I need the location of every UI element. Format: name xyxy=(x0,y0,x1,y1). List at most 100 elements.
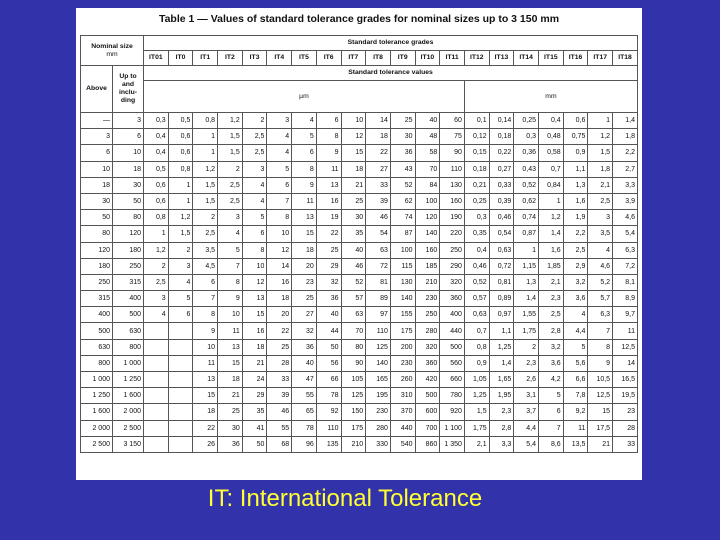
value-cell: 1 xyxy=(538,192,564,211)
data-row: 50 80 0,8 1,2 2 3 5 8 13 19 30 46 74 120 190 0,3 0,46 0,7… xyxy=(80,209,638,227)
value-cell: 46 xyxy=(340,257,367,275)
value-cell: 63 xyxy=(365,241,391,259)
value-cell: 1,2 xyxy=(167,209,194,227)
value-cell: 6 xyxy=(538,403,564,421)
data-row: 10 18 0,5 0,8 1,2 2 3 5 8 11 18 27 43 70 110 0,18 0,27 0,… xyxy=(80,160,638,178)
value-cell: 9 xyxy=(217,290,243,308)
value-cell: 25 xyxy=(315,241,342,259)
value-cell: 0,18 xyxy=(463,160,490,178)
value-cell: 1 xyxy=(167,192,194,211)
value-cell: 0,39 xyxy=(488,192,515,211)
up-to-cell: 120 xyxy=(112,225,144,243)
value-cell: 5 xyxy=(538,387,564,405)
value-cell: 92 xyxy=(315,403,342,421)
value-cell: 29 xyxy=(315,257,342,275)
value-cell: 2,3 xyxy=(488,403,515,421)
value-cell: 4,2 xyxy=(538,370,564,389)
value-cell xyxy=(167,387,194,405)
value-cell: 1,4 xyxy=(513,290,539,308)
value-cell: 13 xyxy=(241,290,268,308)
value-cell: 1,05 xyxy=(463,370,490,389)
value-cell: 40 xyxy=(414,111,441,130)
above-cell: 315 xyxy=(80,290,113,308)
value-cell: 0,15 xyxy=(463,144,490,162)
value-cell: 140 xyxy=(365,354,391,373)
value-cell: 3,2 xyxy=(562,273,589,292)
value-cell: 1 xyxy=(167,176,194,194)
value-cell: 5 xyxy=(241,209,268,227)
value-cell: 3,3 xyxy=(488,435,515,453)
value-cell: 11 xyxy=(192,354,219,373)
grade-header: IT10 xyxy=(414,50,441,66)
value-cell: 78 xyxy=(315,387,342,405)
value-cell: 55 xyxy=(291,387,317,405)
above-cell: 6 xyxy=(80,144,113,162)
value-cell: 10 xyxy=(217,306,243,324)
value-cell: 30 xyxy=(389,128,416,146)
value-cell: 230 xyxy=(389,354,416,373)
up-to-cell: 1 000 xyxy=(112,354,144,373)
value-cell: 32 xyxy=(315,273,342,292)
value-cell: 0,4 xyxy=(538,111,564,130)
value-cell: 50 xyxy=(241,435,268,453)
value-cell: 1 100 xyxy=(439,419,465,437)
value-cell xyxy=(167,338,194,356)
value-cell: 1 xyxy=(587,111,614,130)
value-cell: 660 xyxy=(439,370,465,389)
value-cell: 90 xyxy=(340,354,367,373)
value-cell: 2 xyxy=(143,257,169,275)
grade-header: IT11 xyxy=(439,50,465,66)
value-cell: 320 xyxy=(414,338,441,356)
up-to-cell: 18 xyxy=(112,160,144,178)
value-cell: 0,33 xyxy=(488,176,515,194)
grade-header: IT0 xyxy=(167,50,194,66)
value-cell: 3,6 xyxy=(562,290,589,308)
value-cell: 0,3 xyxy=(143,111,169,130)
value-cell: 1,2 xyxy=(538,209,564,227)
table-image: Table 1 — Values of standard tolerance g… xyxy=(76,8,642,480)
value-cell: 210 xyxy=(414,273,441,292)
value-cell: 3,5 xyxy=(192,241,219,259)
value-cell: 20 xyxy=(266,306,293,324)
value-cell: 230 xyxy=(365,403,391,421)
value-cell: 100 xyxy=(389,241,416,259)
above-cell: 2 500 xyxy=(80,435,113,453)
value-cell: 17,5 xyxy=(587,419,614,437)
value-cell xyxy=(167,403,194,421)
grade-header: IT13 xyxy=(488,50,515,66)
value-cell: 33 xyxy=(266,370,293,389)
up-to-cell: 30 xyxy=(112,176,144,194)
value-cell: 5 xyxy=(562,338,589,356)
value-cell: 5,4 xyxy=(513,435,539,453)
value-cell: 2 xyxy=(192,209,219,227)
value-cell: 3 xyxy=(143,290,169,308)
data-row: —3 0,3 0,5 0,8 1,2 2 3 4 6 10 14 25 40 60 0,1 0,14 0,25 0… xyxy=(80,111,638,130)
value-cell: 3 xyxy=(587,209,614,227)
value-cell: 55 xyxy=(266,419,293,437)
above-cell: 1 250 xyxy=(80,387,113,405)
table-title: Table 1 — Values of standard tolerance g… xyxy=(158,13,560,25)
grade-header: IT16 xyxy=(562,50,589,66)
value-cell: 25 xyxy=(389,111,416,130)
value-cell: 0,8 xyxy=(143,209,169,227)
value-cell: 2,5 xyxy=(217,192,243,211)
value-cell: 0,6 xyxy=(143,192,169,211)
value-cell: 2,1 xyxy=(538,273,564,292)
value-cell: 360 xyxy=(414,354,441,373)
value-cell: 0,14 xyxy=(488,111,515,130)
values-title: Standard tolerance values xyxy=(143,65,638,81)
value-cell: 120 xyxy=(414,209,441,227)
value-cell: 10 xyxy=(340,111,367,130)
value-cell: 4 xyxy=(217,225,243,243)
value-cell: 1,2 xyxy=(587,128,614,146)
value-cell: 7 xyxy=(587,322,614,340)
value-cell: 105 xyxy=(340,370,367,389)
value-cell: 8 xyxy=(192,306,219,324)
value-cell: 600 xyxy=(414,403,441,421)
value-cell: 39 xyxy=(365,192,391,211)
value-cell: 4 xyxy=(167,273,194,292)
value-cell: 16,5 xyxy=(612,370,638,389)
value-cell: 290 xyxy=(439,257,465,275)
value-cell: 8 xyxy=(315,128,342,146)
up-to-cell: 80 xyxy=(112,209,144,227)
